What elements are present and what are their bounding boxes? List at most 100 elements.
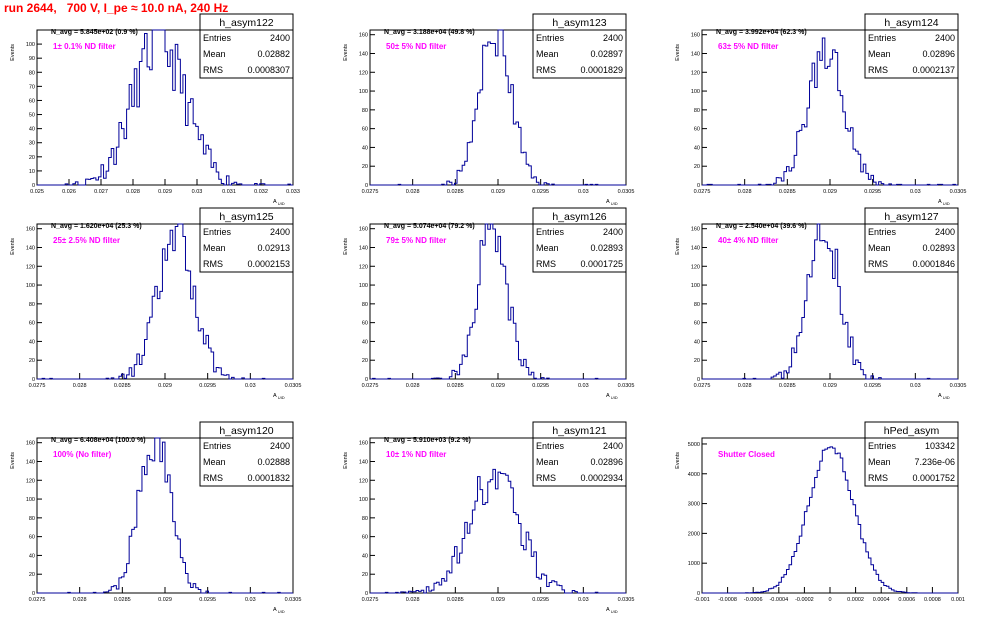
- y-tick-label: 80: [362, 302, 368, 308]
- x-tick-label: 0.028: [406, 189, 420, 195]
- y-axis-label: Events: [343, 44, 349, 61]
- filter-annotation: Shutter Closed: [718, 450, 775, 459]
- x-tick-label: 0.0285: [447, 383, 464, 389]
- stats-label: Mean: [203, 457, 226, 467]
- y-tick-label: 5000: [688, 442, 700, 448]
- y-tick-label: 120: [359, 70, 368, 76]
- x-tick-label: 0.0002: [847, 597, 864, 603]
- stats-value: 0.0001832: [247, 473, 290, 483]
- y-tick-label: 160: [359, 227, 368, 233]
- x-tick-label: 0.0275: [694, 383, 711, 389]
- x-axis-label: A UID: [273, 393, 285, 400]
- x-tick-label: 0.029: [158, 597, 172, 603]
- y-tick-label: 140: [359, 245, 368, 251]
- x-tick-label: 0.028: [406, 597, 420, 603]
- stats-label: Entries: [203, 441, 232, 451]
- y-tick-label: 160: [359, 441, 368, 447]
- y-tick-label: 20: [694, 164, 700, 170]
- y-tick-label: 0: [365, 591, 368, 597]
- x-tick-label: 0.0295: [199, 597, 216, 603]
- stats-value: 0.0001752: [912, 473, 955, 483]
- x-tick-label: 0.0275: [29, 597, 46, 603]
- histogram-name: h_asym124: [884, 17, 938, 29]
- y-tick-label: 160: [691, 227, 700, 233]
- y-tick-label: 4000: [688, 472, 700, 478]
- y-tick-label: 100: [691, 89, 700, 95]
- x-tick-label: 0.029: [158, 189, 172, 195]
- y-tick-label: 20: [362, 358, 368, 364]
- y-tick-label: 50: [29, 113, 35, 119]
- x-tick-label: -0.0002: [795, 597, 814, 603]
- y-tick-label: 140: [359, 459, 368, 465]
- histogram-panel-h_asym122: 0 10 20 30 40 50 60 70 80 90 100 0.025 0.026 0.027 0.0…: [10, 13, 300, 206]
- plot-title: N_avg = 3.188e+04 (49.8 %): [384, 29, 475, 36]
- stats-label: Entries: [203, 227, 232, 237]
- y-tick-label: 0: [32, 183, 35, 189]
- y-tick-label: 60: [29, 321, 35, 327]
- stats-value: 2400: [270, 227, 290, 237]
- stats-label: Entries: [536, 227, 565, 237]
- histogram-panel-h_asym125: 0 20 40 60 80 100 120 140 160 0.0275 0.028 0.0285 0.…: [10, 207, 301, 400]
- histogram-name: h_asym121: [552, 425, 606, 437]
- x-axis-label: A UID: [606, 393, 618, 400]
- x-tick-label: 0.0275: [362, 383, 379, 389]
- y-tick-label: 2000: [688, 531, 700, 537]
- x-tick-label: 0.029: [491, 189, 505, 195]
- x-tick-label: 0.028: [73, 383, 87, 389]
- stats-label: RMS: [536, 65, 556, 75]
- x-tick-label: 0.0004: [873, 597, 890, 603]
- stats-value: 0.02893: [590, 243, 623, 253]
- stats-label: RMS: [203, 473, 223, 483]
- stats-box: [199, 29, 294, 79]
- y-axis-label: Events: [675, 44, 681, 61]
- histogram-line: [702, 223, 958, 380]
- y-tick-label: 20: [362, 164, 368, 170]
- stats-value: 0.02896: [922, 49, 955, 59]
- x-tick-label: 0.0305: [950, 383, 967, 389]
- x-tick-label: 0.03: [578, 383, 589, 389]
- y-tick-label: 20: [362, 572, 368, 578]
- y-tick-label: 120: [26, 478, 35, 484]
- y-tick-label: 60: [694, 127, 700, 133]
- stats-label: RMS: [536, 473, 556, 483]
- histogram-line: [37, 223, 293, 380]
- stats-box: [199, 223, 294, 273]
- x-tick-label: 0.03: [245, 597, 256, 603]
- stats-label: Entries: [868, 33, 897, 43]
- x-tick-label: 0.0305: [618, 189, 635, 195]
- filter-annotation: 40± 4% ND filter: [718, 236, 778, 245]
- y-tick-label: 70: [29, 84, 35, 90]
- filter-annotation: 10± 1% ND filter: [386, 450, 446, 459]
- x-tick-label: 0.028: [738, 189, 752, 195]
- stats-label: RMS: [868, 65, 888, 75]
- stats-value: 2400: [603, 441, 623, 451]
- x-tick-label: 0.0285: [447, 597, 464, 603]
- y-tick-label: 100: [359, 283, 368, 289]
- x-tick-label: 0.03: [578, 189, 589, 195]
- stats-label: Mean: [868, 457, 891, 467]
- y-tick-label: 40: [29, 339, 35, 345]
- y-tick-label: 10: [29, 169, 35, 175]
- x-tick-label: 0.03: [192, 189, 203, 195]
- x-tick-label: 0.028: [406, 383, 420, 389]
- y-tick-label: 80: [694, 302, 700, 308]
- y-tick-label: 60: [362, 321, 368, 327]
- stats-label: Mean: [868, 49, 891, 59]
- y-axis-label: Events: [343, 238, 349, 255]
- filter-annotation: 50± 5% ND filter: [386, 42, 446, 51]
- y-tick-label: 100: [26, 42, 35, 48]
- x-tick-label: 0.033: [286, 189, 300, 195]
- y-tick-label: 140: [26, 245, 35, 251]
- x-tick-label: 0.0275: [694, 189, 711, 195]
- y-tick-label: 140: [691, 51, 700, 57]
- y-tick-label: 0: [365, 183, 368, 189]
- y-tick-label: 0: [697, 183, 700, 189]
- y-tick-label: 60: [29, 98, 35, 104]
- x-tick-label: 0.032: [254, 189, 268, 195]
- y-tick-label: 40: [694, 145, 700, 151]
- y-tick-label: 120: [359, 264, 368, 270]
- y-axis-label: Events: [10, 452, 16, 469]
- stats-label: Entries: [536, 33, 565, 43]
- y-tick-label: 0: [697, 591, 700, 597]
- y-tick-label: 140: [26, 459, 35, 465]
